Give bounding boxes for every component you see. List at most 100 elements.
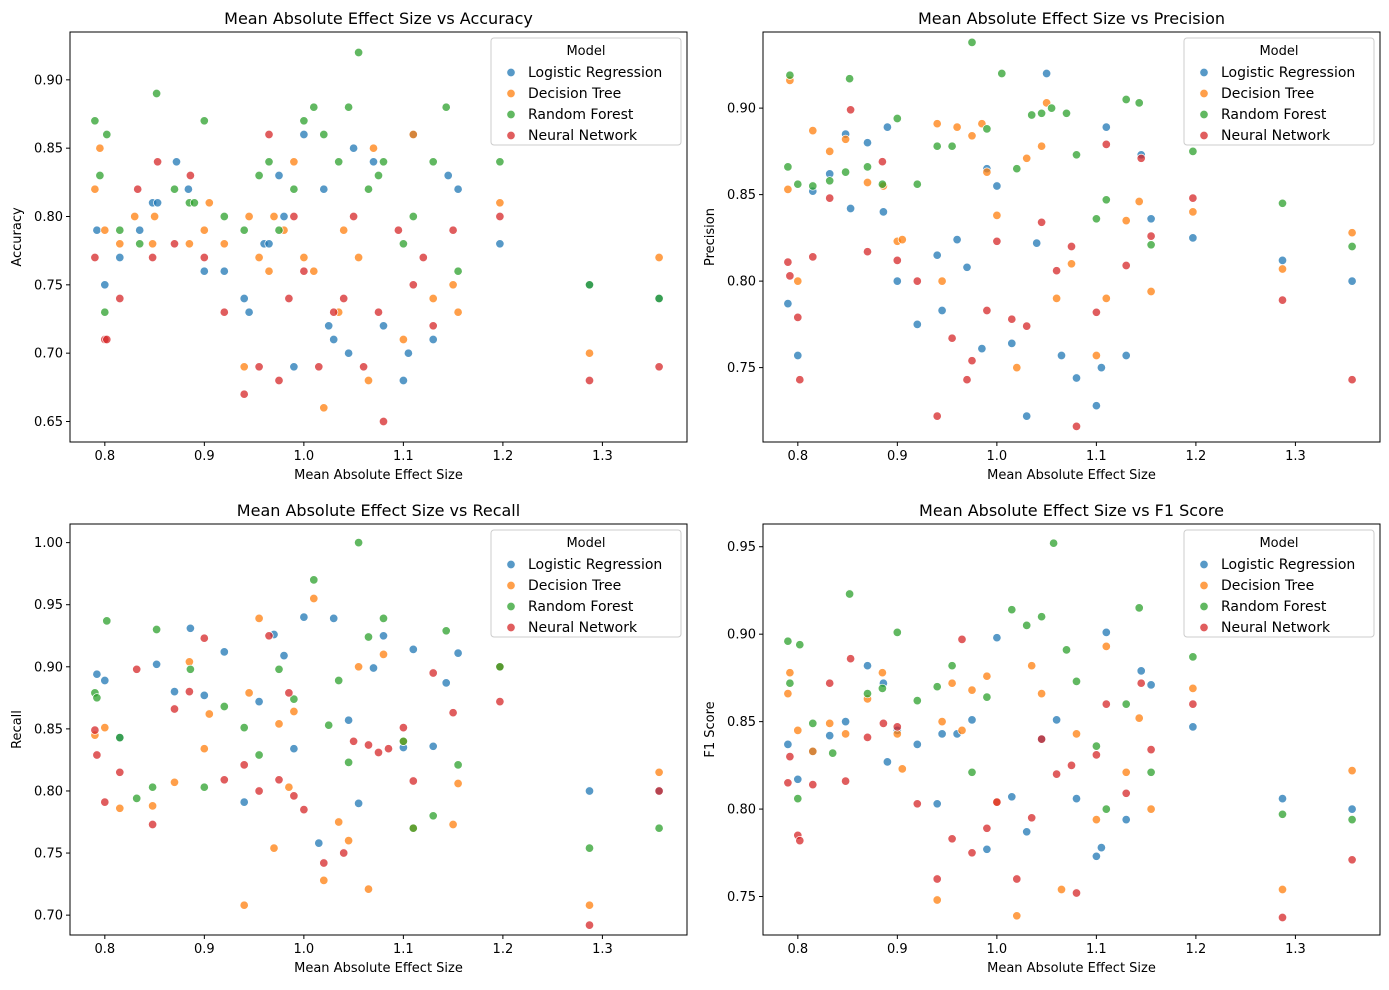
point-logistic-regression: [1096, 843, 1106, 853]
point-decision-tree: [1012, 363, 1022, 373]
point-random-forest: [1146, 767, 1156, 777]
point-logistic-regression: [846, 203, 856, 214]
point-random-forest: [1007, 605, 1017, 615]
y-tick-label: 0.65: [34, 415, 63, 430]
legend: Model Logistic Regression Decision Tree Ran…: [490, 529, 682, 638]
point-neural-network: [992, 236, 1002, 246]
point-random-forest: [862, 689, 873, 699]
point-neural-network: [1121, 788, 1131, 798]
point-decision-tree: [992, 210, 1002, 220]
x-tick-label: 0.8: [94, 449, 115, 464]
point-random-forest: [808, 181, 818, 191]
point-logistic-regression: [932, 250, 942, 260]
point-neural-network: [795, 836, 805, 846]
point-logistic-regression: [279, 211, 289, 222]
point-decision-tree: [354, 662, 364, 672]
point-logistic-regression: [324, 321, 334, 331]
x-tick-label: 1.2: [493, 449, 514, 464]
point-decision-tree: [982, 167, 992, 177]
legend-marker-decision-tree: [1199, 580, 1209, 591]
y-tick-label: 0.80: [727, 275, 756, 290]
legend: Model Logistic Regression Decision Tree Ran…: [1183, 529, 1375, 638]
point-neural-network: [846, 105, 856, 115]
point-neural-network: [398, 723, 408, 733]
point-logistic-regression: [862, 661, 873, 671]
point-random-forest: [115, 225, 125, 235]
point-random-forest: [299, 116, 309, 126]
point-logistic-regression: [443, 170, 453, 181]
point-decision-tree: [269, 211, 279, 222]
point-logistic-regression: [169, 687, 180, 697]
point-random-forest: [1037, 108, 1047, 118]
point-random-forest: [1091, 214, 1101, 224]
point-neural-network: [339, 848, 349, 858]
point-decision-tree: [1037, 141, 1047, 151]
point-neural-network: [254, 362, 264, 372]
point-decision-tree: [1134, 196, 1144, 207]
point-random-forest: [1071, 150, 1082, 160]
point-random-forest: [309, 102, 319, 112]
point-decision-tree: [100, 723, 110, 733]
point-logistic-regression: [793, 774, 803, 784]
point-random-forest: [795, 640, 805, 650]
point-logistic-regression: [219, 647, 229, 657]
point-random-forest: [185, 664, 195, 674]
chart-title: Mean Absolute Effect Size vs F1 Score: [919, 501, 1224, 520]
point-neural-network: [808, 780, 818, 790]
y-tick-label: 0.85: [34, 722, 63, 737]
point-logistic-regression: [152, 659, 162, 669]
point-logistic-regression: [135, 225, 145, 235]
point-neural-network: [349, 736, 359, 746]
x-tick-label: 0.8: [94, 942, 115, 957]
legend-label-random-forest: Random Forest: [1221, 107, 1327, 123]
point-decision-tree: [339, 225, 349, 235]
point-random-forest: [92, 693, 102, 703]
point-logistic-regression: [1277, 794, 1288, 804]
y-tick-label: 0.95: [34, 598, 63, 613]
point-decision-tree: [148, 239, 158, 249]
y-tick-label: 0.70: [34, 347, 63, 362]
point-random-forest: [354, 538, 364, 548]
point-random-forest: [152, 88, 162, 99]
point-logistic-regression: [1121, 815, 1131, 825]
point-decision-tree: [495, 198, 505, 208]
point-neural-network: [169, 239, 180, 249]
point-neural-network: [428, 321, 438, 331]
point-logistic-regression: [453, 648, 463, 658]
point-random-forest: [495, 157, 505, 167]
point-neural-network: [349, 211, 359, 222]
point-random-forest: [1022, 620, 1032, 630]
legend-box: [490, 37, 682, 146]
point-decision-tree: [239, 900, 249, 910]
point-logistic-regression: [1146, 214, 1156, 224]
x-tick-label: 0.9: [887, 942, 908, 957]
point-decision-tree: [1091, 815, 1101, 825]
x-tick-label: 1.3: [592, 449, 613, 464]
point-neural-network: [1052, 266, 1062, 276]
point-random-forest: [132, 793, 142, 803]
x-tick-label: 1.2: [1186, 942, 1207, 957]
point-random-forest: [1061, 645, 1072, 655]
point-random-forest: [408, 211, 418, 222]
legend-label-decision-tree: Decision Tree: [1221, 86, 1314, 102]
point-decision-tree: [1277, 264, 1288, 274]
point-neural-network: [274, 375, 284, 386]
y-tick-label: 0.75: [34, 847, 63, 862]
point-logistic-regression: [368, 663, 379, 673]
point-logistic-regression: [841, 717, 851, 727]
y-axis-label: F1 Score: [703, 701, 718, 757]
x-tick-label: 1.3: [592, 942, 613, 957]
point-decision-tree: [428, 293, 438, 304]
point-logistic-regression: [441, 678, 451, 688]
point-neural-network: [825, 678, 835, 688]
point-decision-tree: [1121, 216, 1131, 226]
point-random-forest: [1101, 804, 1111, 814]
point-random-forest: [877, 683, 887, 693]
point-random-forest: [1049, 538, 1059, 548]
point-neural-network: [102, 334, 112, 345]
point-decision-tree: [204, 709, 214, 719]
point-neural-network: [1277, 912, 1288, 923]
point-random-forest: [1188, 146, 1198, 156]
point-logistic-regression: [952, 235, 962, 245]
